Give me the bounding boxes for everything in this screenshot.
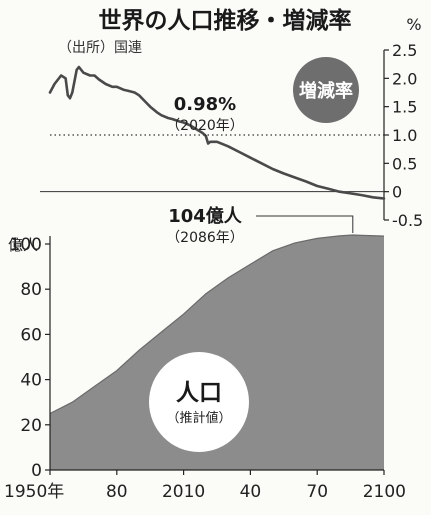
growth-annotation-year: （2020年）	[166, 118, 244, 134]
growth-y-tick-label: -0.5	[392, 211, 423, 230]
chart-title: 世界の人口推移・増減率	[99, 7, 352, 34]
source-note: （出所）国連	[58, 40, 142, 56]
growth-badge: 増減率	[293, 57, 359, 123]
x-tick-label: 70	[306, 482, 328, 502]
x-tick-label: 1950年	[4, 482, 64, 502]
population-label-circle	[149, 352, 249, 452]
population-y-tick-label: 100	[10, 235, 42, 255]
x-axis: 1950年 80 2010 40 70 2100	[4, 469, 406, 502]
x-tick-label: 2010	[162, 482, 205, 502]
growth-y-tick-label: 0	[392, 183, 402, 202]
population-y-tick-label: 40	[20, 371, 42, 391]
population-label-badge: 人口 （推計値）	[149, 352, 249, 452]
growth-y-tick-label: 2.5	[392, 41, 417, 60]
growth-badge-label: 増減率	[299, 80, 353, 102]
population-annotation-year: （2086年）	[166, 230, 244, 246]
population-area-edge	[49, 234, 385, 415]
growth-annotation-value: 0.98%	[174, 94, 236, 115]
growth-rate-line	[48, 65, 386, 200]
growth-y-tick-label: 2.0	[392, 69, 417, 88]
population-y-tick-label: 0	[31, 461, 42, 481]
x-tick-label: 2100	[363, 482, 406, 502]
population-y-tick-label: 60	[20, 325, 42, 345]
population-annotation-value: 104億人	[168, 205, 243, 227]
growth-y-tick-label: 1.0	[392, 126, 417, 145]
population-label-sub: （推計値）	[166, 410, 231, 426]
growth-unit-label: %	[406, 15, 421, 34]
growth-chart: 2.5 2.0 1.5 1.0 0.5 0 -0.5	[40, 41, 423, 230]
population-area	[50, 235, 384, 470]
growth-badge-circle	[293, 57, 359, 123]
population-label-main: 人口	[176, 380, 222, 406]
x-tick-label: 40	[240, 482, 262, 502]
x-tick-label: 80	[106, 482, 128, 502]
population-y-tick-label: 20	[20, 416, 42, 436]
population-chart: 100 80 60 40 20 0	[10, 215, 385, 481]
growth-annotation-leader	[204, 133, 207, 137]
growth-y-tick-label: 0.5	[392, 154, 417, 173]
population-annotation-leader	[256, 215, 354, 233]
population-annotation: 104億人 （2086年）	[166, 205, 244, 246]
population-unit-label: 億人	[8, 236, 38, 254]
growth-y-tick-label: 1.5	[392, 98, 417, 117]
population-y-tick-label: 80	[20, 280, 42, 300]
growth-annotation: 0.98% （2020年）	[166, 94, 244, 134]
